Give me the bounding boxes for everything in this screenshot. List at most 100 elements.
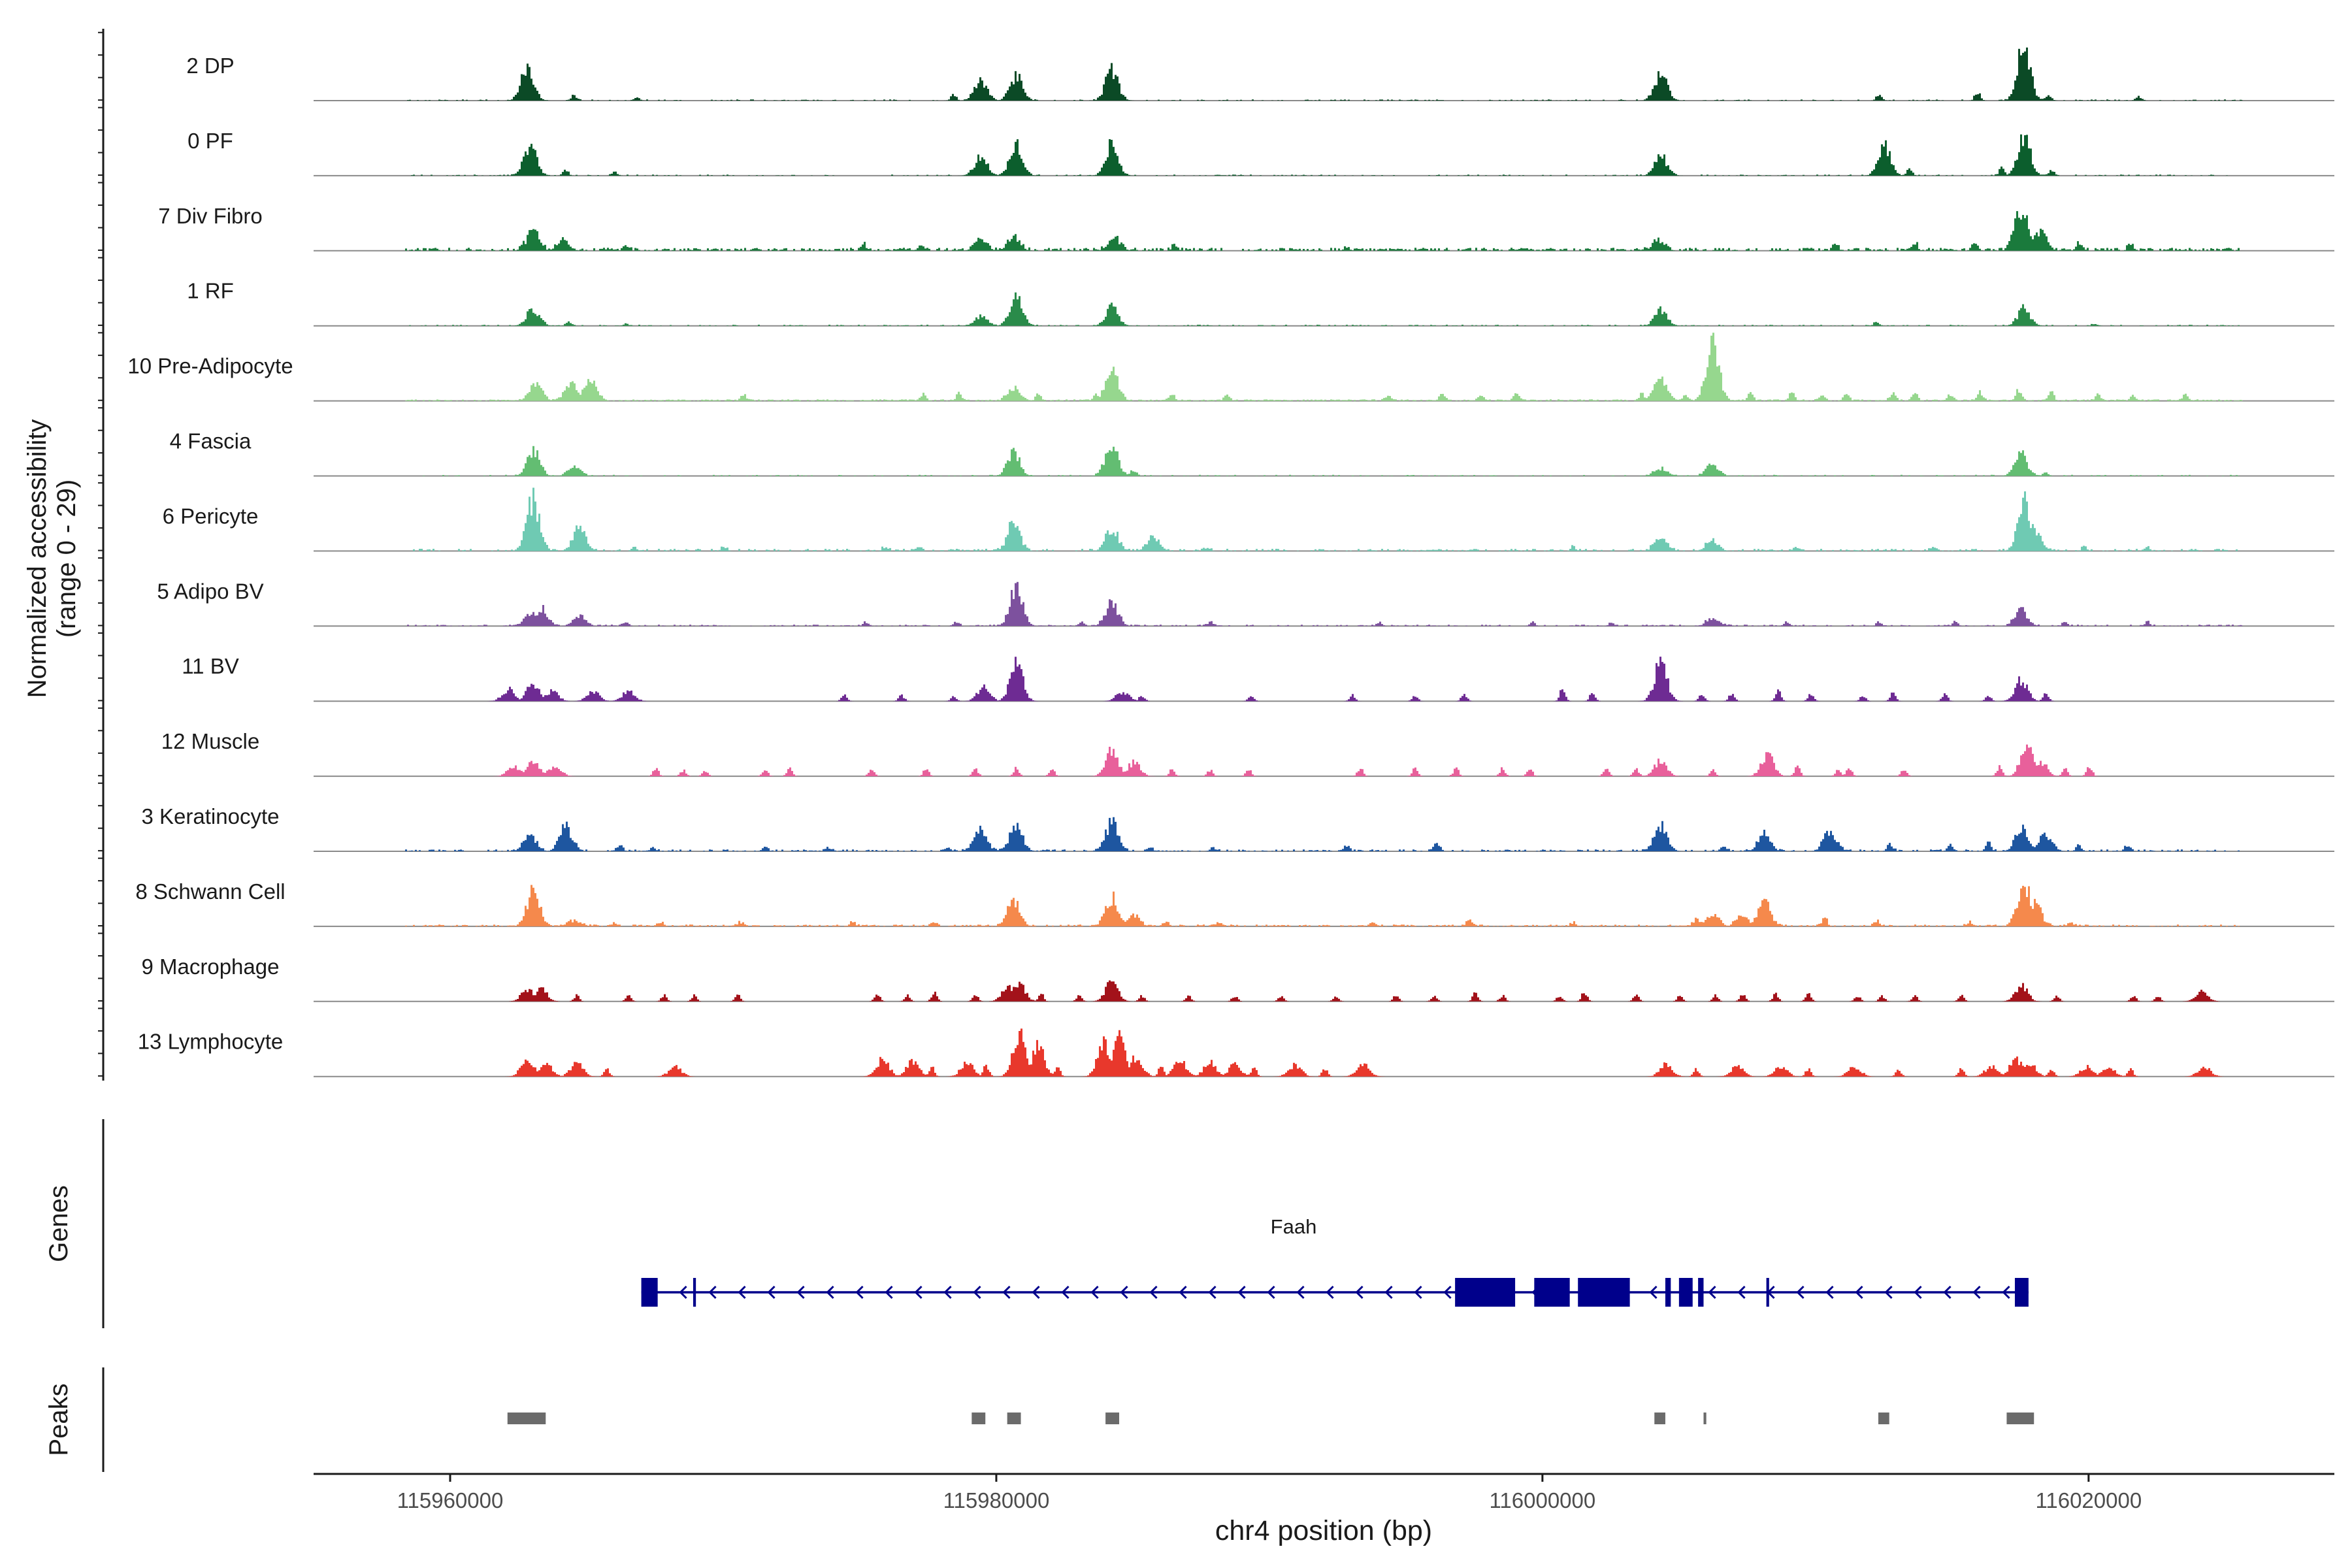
coverage-area: [405, 487, 2243, 551]
gene-exon: [1766, 1278, 1769, 1307]
strand-arrow: [1061, 1285, 1070, 1299]
coverage-tracks: 2 DP 0 PF 7 Div Fibro 1 RF 10 Pre-Adipocyte 4…: [127, 47, 2334, 1077]
track-label: 10 Pre-Adipocyte: [127, 354, 293, 378]
strand-arrow: [1237, 1285, 1246, 1299]
track-12-muscle: 12 Muscle: [161, 729, 2334, 777]
strand-arrow: [1414, 1285, 1422, 1299]
strand-arrow: [1179, 1285, 1187, 1299]
track-13-lymphocyte: 13 Lymphocyte: [138, 1028, 2334, 1077]
track-label: 0 PF: [188, 129, 233, 153]
strand-arrow: [855, 1285, 864, 1299]
gene-model: [641, 1278, 2029, 1307]
strand-arrow: [738, 1285, 746, 1299]
track-label: 4 Fascia: [170, 429, 252, 453]
track-4-fascia: 4 Fascia: [170, 429, 2334, 477]
gene-exon: [1455, 1278, 1516, 1307]
coverage-area: [405, 980, 2243, 1002]
track-0-pf: 0 PF: [188, 129, 2334, 176]
track-label: 11 BV: [182, 654, 238, 678]
track-5-adipo-bv: 5 Adipo BV: [157, 579, 2334, 627]
gene-exon: [1698, 1278, 1704, 1307]
strand-arrow: [1796, 1285, 1805, 1299]
track-label: 5 Adipo BV: [157, 579, 263, 603]
gene-exon: [1578, 1278, 1630, 1307]
strand-arrow: [1443, 1285, 1452, 1299]
x-tick-label: 115980000: [943, 1488, 1050, 1512]
strand-arrow: [1825, 1285, 1834, 1299]
peaks-panel: Peaks: [44, 1367, 2034, 1472]
peak-region: [1878, 1413, 1889, 1424]
peak-region: [1654, 1413, 1665, 1424]
strand-arrow: [943, 1285, 952, 1299]
gene-exon: [641, 1278, 658, 1307]
track-3-keratinocyte: 3 Keratinocyte: [142, 804, 2334, 852]
strand-arrow: [679, 1285, 687, 1299]
coverage-area: [405, 333, 2243, 401]
peak-region: [2006, 1413, 2034, 1424]
track-label: 9 Macrophage: [142, 955, 280, 979]
coverage-y-axis: [98, 29, 105, 1081]
track-6-pericyte: 6 Pericyte: [163, 487, 2334, 552]
strand-arrow: [1120, 1285, 1128, 1299]
strand-arrow: [1032, 1285, 1040, 1299]
strand-arrow: [914, 1285, 923, 1299]
gene-name-label: Faah: [1271, 1215, 1317, 1238]
track-8-schwann-cell: 8 Schwann Cell: [135, 879, 2334, 927]
x-tick-label: 116000000: [1490, 1488, 1596, 1512]
strand-arrow: [2002, 1285, 2010, 1299]
x-axis-title: chr4 position (bp): [1215, 1515, 1432, 1546]
strand-arrow: [973, 1285, 981, 1299]
peak-region: [507, 1413, 546, 1424]
genes-panel-label: Genes: [44, 1185, 73, 1262]
coverage-area: [405, 657, 2243, 702]
strand-arrow: [1296, 1285, 1305, 1299]
strand-arrow: [826, 1285, 834, 1299]
track-1-rf: 1 RF: [187, 279, 2334, 327]
strand-arrow: [708, 1285, 717, 1299]
x-axis-ticks: 115960000 115980000 116000000 116020000: [397, 1474, 2142, 1512]
strand-arrow: [1855, 1285, 1863, 1299]
gene-exon: [1678, 1278, 1693, 1307]
x-tick-label: 115960000: [397, 1488, 504, 1512]
x-axis: 115960000 115980000 116000000 116020000 chr…: [314, 1473, 2334, 1546]
strand-arrow: [1267, 1285, 1275, 1299]
strand-arrow: [1914, 1285, 1922, 1299]
track-2-dp: 2 DP: [186, 47, 2334, 101]
peak-regions: [507, 1413, 2034, 1424]
gene-exon: [2014, 1278, 2029, 1307]
track-label: 1 RF: [187, 279, 234, 303]
strand-arrow: [1972, 1285, 1981, 1299]
strand-arrow: [1355, 1285, 1364, 1299]
track-label: 12 Muscle: [161, 729, 259, 753]
track-9-macrophage: 9 Macrophage: [142, 955, 2334, 1002]
gene-exon: [693, 1278, 696, 1307]
strand-arrow: [1002, 1285, 1011, 1299]
strand-arrow: [1884, 1285, 1893, 1299]
strand-arrow: [1943, 1285, 1952, 1299]
strand-arrow: [1090, 1285, 1099, 1299]
gene-exon: [1534, 1278, 1570, 1307]
track-label: 13 Lymphocyte: [138, 1030, 284, 1054]
track-10-pre-adipocyte: 10 Pre-Adipocyte: [127, 333, 2334, 402]
peak-region: [1703, 1413, 1707, 1424]
strand-arrow: [796, 1285, 805, 1299]
strand-arrow: [1326, 1285, 1334, 1299]
track-label: 8 Schwann Cell: [135, 879, 285, 904]
track-label: 7 Div Fibro: [158, 204, 263, 228]
strand-arrow: [885, 1285, 893, 1299]
track-11-bv: 11 BV: [182, 654, 2334, 702]
track-label: 3 Keratinocyte: [142, 804, 280, 828]
peak-region: [972, 1413, 986, 1424]
peak-region: [1007, 1413, 1021, 1424]
peaks-panel-label: Peaks: [44, 1383, 73, 1456]
strand-arrow: [1737, 1285, 1746, 1299]
track-label: 6 Pericyte: [163, 504, 259, 528]
strand-arrow: [1208, 1285, 1217, 1299]
y-axis-title-line2: (range 0 - 29): [52, 480, 81, 638]
y-axis-title-line1: Normalized accessibility: [23, 419, 52, 698]
x-tick-label: 116020000: [2035, 1488, 2142, 1512]
strand-arrow: [1384, 1285, 1393, 1299]
strand-arrow: [1708, 1285, 1716, 1299]
